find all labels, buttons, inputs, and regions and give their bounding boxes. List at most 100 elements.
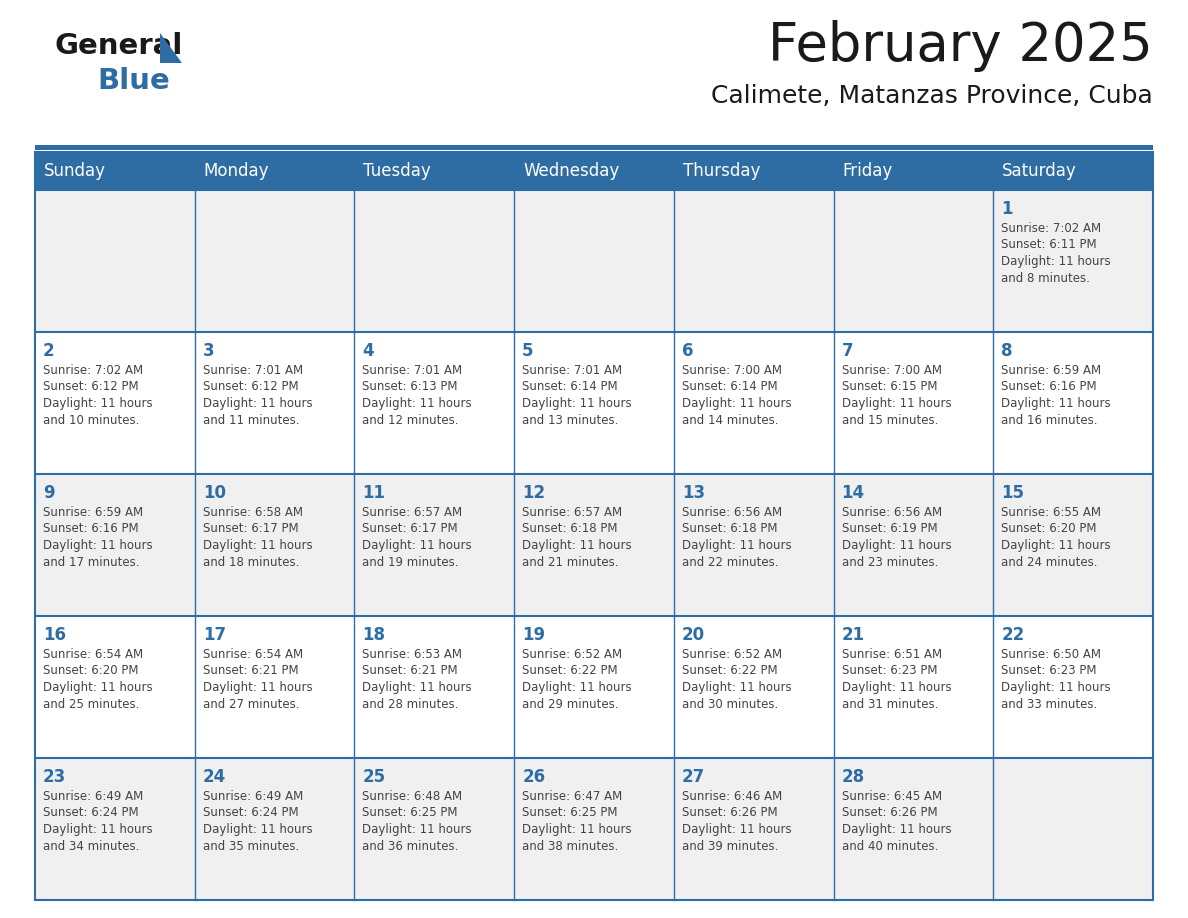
Text: and 28 minutes.: and 28 minutes. [362,698,459,711]
Text: Daylight: 11 hours: Daylight: 11 hours [203,539,312,552]
Text: 26: 26 [523,768,545,786]
Text: Daylight: 11 hours: Daylight: 11 hours [523,823,632,836]
Text: Thursday: Thursday [683,162,760,180]
Text: Daylight: 11 hours: Daylight: 11 hours [841,681,952,694]
Text: 7: 7 [841,342,853,360]
Text: Sunrise: 6:57 AM: Sunrise: 6:57 AM [523,506,623,519]
Text: Daylight: 11 hours: Daylight: 11 hours [362,539,472,552]
Bar [514,190,674,332]
Text: Calimete, Matanzas Province, Cuba: Calimete, Matanzas Province, Cuba [712,84,1154,108]
Bar [195,616,354,758]
Text: Sunrise: 6:54 AM: Sunrise: 6:54 AM [203,648,303,661]
Text: and 19 minutes.: and 19 minutes. [362,555,459,568]
Text: and 31 minutes.: and 31 minutes. [841,698,939,711]
Text: Sunset: 6:21 PM: Sunset: 6:21 PM [362,665,459,677]
Text: Daylight: 11 hours: Daylight: 11 hours [43,397,152,410]
Text: Daylight: 11 hours: Daylight: 11 hours [841,539,952,552]
Text: 21: 21 [841,626,865,644]
Text: 22: 22 [1001,626,1024,644]
Text: 19: 19 [523,626,545,644]
Text: Sunset: 6:25 PM: Sunset: 6:25 PM [362,807,457,820]
Text: Sunset: 6:14 PM: Sunset: 6:14 PM [682,380,777,394]
Bar [34,758,195,900]
Text: Sunset: 6:20 PM: Sunset: 6:20 PM [1001,522,1097,535]
Text: Sunset: 6:21 PM: Sunset: 6:21 PM [203,665,298,677]
Text: 16: 16 [43,626,67,644]
Text: Wednesday: Wednesday [523,162,619,180]
Bar [354,332,514,474]
Text: Sunrise: 6:58 AM: Sunrise: 6:58 AM [203,506,303,519]
Text: and 12 minutes.: and 12 minutes. [362,413,459,427]
Text: Sunrise: 6:55 AM: Sunrise: 6:55 AM [1001,506,1101,519]
Text: 18: 18 [362,626,385,644]
Text: and 24 minutes.: and 24 minutes. [1001,555,1098,568]
Bar [674,758,834,900]
Text: and 11 minutes.: and 11 minutes. [203,413,299,427]
Text: Sunrise: 6:49 AM: Sunrise: 6:49 AM [203,790,303,803]
Text: 1: 1 [1001,200,1013,218]
Text: 14: 14 [841,484,865,502]
Text: Daylight: 11 hours: Daylight: 11 hours [203,681,312,694]
Text: Sunrise: 7:02 AM: Sunrise: 7:02 AM [1001,222,1101,235]
Text: Sunset: 6:23 PM: Sunset: 6:23 PM [841,665,937,677]
Text: 12: 12 [523,484,545,502]
Text: Sunset: 6:15 PM: Sunset: 6:15 PM [841,380,937,394]
Text: Sunset: 6:25 PM: Sunset: 6:25 PM [523,807,618,820]
Bar [993,332,1154,474]
Bar [195,152,354,190]
Text: Daylight: 11 hours: Daylight: 11 hours [362,397,472,410]
Bar [354,758,514,900]
Bar [834,190,993,332]
Text: Sunset: 6:16 PM: Sunset: 6:16 PM [1001,380,1097,394]
Text: Sunset: 6:26 PM: Sunset: 6:26 PM [841,807,937,820]
Text: and 10 minutes.: and 10 minutes. [43,413,139,427]
Bar [34,332,195,474]
Text: 20: 20 [682,626,704,644]
Bar [834,152,993,190]
Text: and 14 minutes.: and 14 minutes. [682,413,778,427]
Bar [514,474,674,616]
Text: Sunset: 6:22 PM: Sunset: 6:22 PM [682,665,777,677]
Text: Daylight: 11 hours: Daylight: 11 hours [1001,681,1111,694]
Text: 13: 13 [682,484,704,502]
Text: Daylight: 11 hours: Daylight: 11 hours [523,681,632,694]
Text: Sunset: 6:13 PM: Sunset: 6:13 PM [362,380,457,394]
Text: Monday: Monday [203,162,270,180]
Text: Sunrise: 6:49 AM: Sunrise: 6:49 AM [43,790,144,803]
Text: and 15 minutes.: and 15 minutes. [841,413,939,427]
Text: Daylight: 11 hours: Daylight: 11 hours [841,823,952,836]
Text: 17: 17 [203,626,226,644]
Text: 15: 15 [1001,484,1024,502]
Text: Sunrise: 6:48 AM: Sunrise: 6:48 AM [362,790,462,803]
Text: Sunset: 6:22 PM: Sunset: 6:22 PM [523,665,618,677]
Text: Sunset: 6:12 PM: Sunset: 6:12 PM [43,380,139,394]
Text: Sunset: 6:26 PM: Sunset: 6:26 PM [682,807,777,820]
Bar [993,758,1154,900]
Text: Sunrise: 6:53 AM: Sunrise: 6:53 AM [362,648,462,661]
Text: Saturday: Saturday [1003,162,1078,180]
Text: Sunset: 6:14 PM: Sunset: 6:14 PM [523,380,618,394]
Bar [993,190,1154,332]
Text: Sunset: 6:23 PM: Sunset: 6:23 PM [1001,665,1097,677]
Text: 2: 2 [43,342,55,360]
Bar [993,152,1154,190]
Text: Friday: Friday [842,162,893,180]
Text: Sunrise: 6:50 AM: Sunrise: 6:50 AM [1001,648,1101,661]
Text: and 34 minutes.: and 34 minutes. [43,839,139,853]
Text: Sunset: 6:18 PM: Sunset: 6:18 PM [523,522,618,535]
Text: 5: 5 [523,342,533,360]
Text: Daylight: 11 hours: Daylight: 11 hours [682,397,791,410]
Text: and 30 minutes.: and 30 minutes. [682,698,778,711]
Text: Daylight: 11 hours: Daylight: 11 hours [1001,255,1111,268]
Text: and 16 minutes.: and 16 minutes. [1001,413,1098,427]
Text: Sunset: 6:17 PM: Sunset: 6:17 PM [203,522,298,535]
Text: and 21 minutes.: and 21 minutes. [523,555,619,568]
Text: Daylight: 11 hours: Daylight: 11 hours [682,681,791,694]
Text: Sunrise: 7:01 AM: Sunrise: 7:01 AM [203,364,303,377]
Text: Sunset: 6:12 PM: Sunset: 6:12 PM [203,380,298,394]
Bar [514,152,674,190]
Bar [195,758,354,900]
Text: Tuesday: Tuesday [364,162,431,180]
Text: Sunrise: 6:59 AM: Sunrise: 6:59 AM [1001,364,1101,377]
Bar [674,616,834,758]
